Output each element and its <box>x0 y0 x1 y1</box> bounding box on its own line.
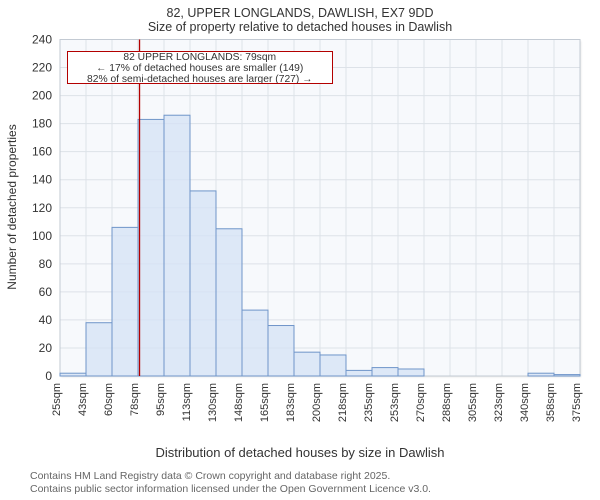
svg-text:43sqm: 43sqm <box>77 383 89 416</box>
svg-text:0: 0 <box>45 369 52 383</box>
svg-text:100: 100 <box>32 229 52 243</box>
svg-text:25sqm: 25sqm <box>51 383 63 416</box>
svg-text:113sqm: 113sqm <box>181 383 193 421</box>
svg-text:218sqm: 218sqm <box>337 383 349 422</box>
svg-text:120: 120 <box>32 201 52 215</box>
svg-text:160: 160 <box>32 145 52 159</box>
svg-text:80: 80 <box>39 257 53 271</box>
svg-text:288sqm: 288sqm <box>441 383 453 422</box>
svg-text:375sqm: 375sqm <box>571 383 583 422</box>
svg-text:95sqm: 95sqm <box>155 383 167 416</box>
svg-text:323sqm: 323sqm <box>493 383 505 422</box>
svg-text:220: 220 <box>32 61 52 75</box>
svg-text:200: 200 <box>32 89 52 103</box>
svg-text:148sqm: 148sqm <box>233 383 245 422</box>
svg-text:270sqm: 270sqm <box>415 383 427 422</box>
svg-text:240: 240 <box>32 33 52 47</box>
svg-text:358sqm: 358sqm <box>545 383 557 422</box>
svg-text:340sqm: 340sqm <box>519 383 531 422</box>
svg-text:78sqm: 78sqm <box>129 383 141 416</box>
svg-text:183sqm: 183sqm <box>285 383 297 422</box>
svg-text:130sqm: 130sqm <box>207 383 219 422</box>
svg-text:235sqm: 235sqm <box>363 383 375 422</box>
svg-text:60sqm: 60sqm <box>103 383 115 416</box>
svg-text:20: 20 <box>39 341 53 355</box>
svg-text:180: 180 <box>32 117 52 131</box>
svg-text:253sqm: 253sqm <box>389 383 401 422</box>
svg-text:200sqm: 200sqm <box>311 383 323 422</box>
svg-text:40: 40 <box>39 313 53 327</box>
svg-text:305sqm: 305sqm <box>467 383 479 422</box>
svg-text:165sqm: 165sqm <box>259 383 271 422</box>
svg-text:60: 60 <box>39 285 53 299</box>
svg-text:140: 140 <box>32 173 52 187</box>
